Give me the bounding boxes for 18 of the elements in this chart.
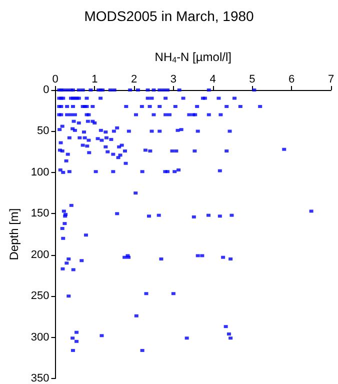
x-tick-label: 3 bbox=[170, 74, 176, 86]
y-tick-label: 150 bbox=[30, 208, 50, 220]
chart-title: MODS2005 in March, 1980 bbox=[84, 8, 254, 24]
x-tick-label: 1 bbox=[92, 74, 98, 86]
y-tick-label: 250 bbox=[30, 290, 50, 302]
y-tick-label: 300 bbox=[30, 331, 50, 344]
x-tick-label: 0 bbox=[52, 74, 58, 86]
y-tick-label: 350 bbox=[30, 372, 50, 384]
y-tick-label: 100 bbox=[30, 166, 50, 178]
y-tick-label: 200 bbox=[30, 248, 50, 261]
y-tick-label: 0 bbox=[43, 84, 50, 96]
x-tick-label: 2 bbox=[130, 74, 138, 86]
x-tick-label: 4 bbox=[210, 74, 216, 86]
x-tick-label: 6 bbox=[288, 74, 295, 86]
y-axis-title: Depth [m] bbox=[7, 208, 21, 260]
y-tick-label: 50 bbox=[37, 125, 50, 138]
x-tick-label: 7 bbox=[328, 74, 334, 86]
x-tick-label: 5 bbox=[249, 74, 256, 86]
